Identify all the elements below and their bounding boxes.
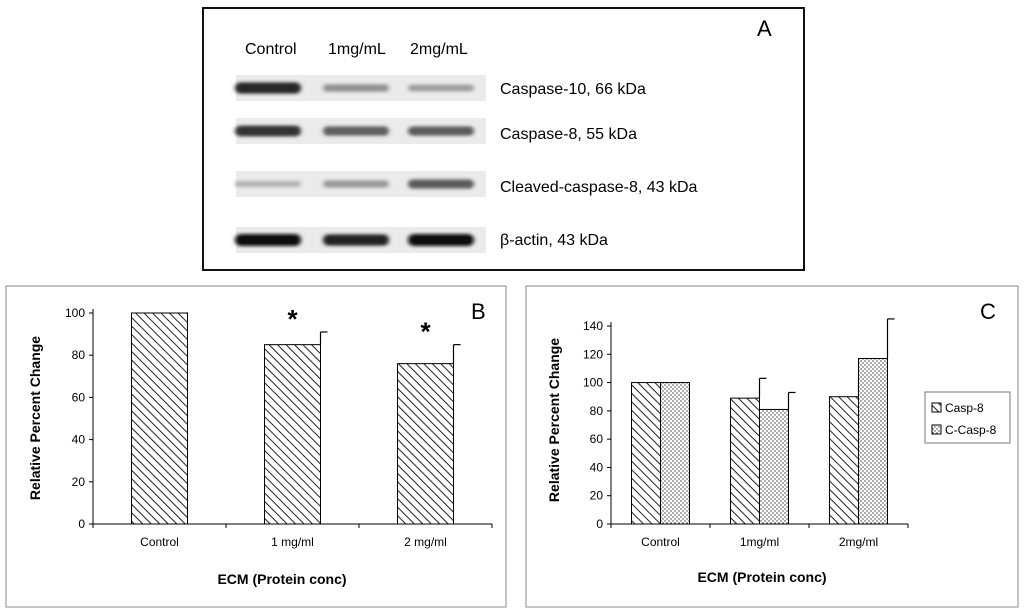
blot-band <box>235 234 301 246</box>
y-tick-label: 80 <box>590 404 604 418</box>
bar <box>631 382 661 525</box>
lane-label-control: Control <box>245 41 297 58</box>
blot-band <box>235 82 301 94</box>
lane-label-1mg: 1mg/mL <box>328 41 386 58</box>
x-tick-label: 1 mg/ml <box>271 535 314 549</box>
panel-c-letter: C <box>980 299 996 324</box>
panel-b-plot: 0 20 40 60 80 100 Control 1 mg/ml * 2 mg/ml * <box>65 304 493 549</box>
panel-c-ylabel: Relative Percent Change <box>546 338 562 502</box>
y-tick-label: 80 <box>72 348 86 362</box>
blot-label-cleaved-caspase-8: Cleaved-caspase-8, 43 kDa <box>500 179 698 196</box>
x-tick-label: 1mg/ml <box>740 535 779 549</box>
significance-marker: * <box>420 317 431 347</box>
legend-swatch-casp-8 <box>931 402 942 413</box>
y-tick-label: 60 <box>590 432 604 446</box>
legend-label-casp-8: Casp-8 <box>945 401 984 415</box>
blot-label-caspase-8: Caspase-8, 55 kDa <box>500 126 637 143</box>
y-tick-label: 20 <box>72 475 86 489</box>
bar <box>660 382 690 525</box>
panel-b-chart: B 0 20 40 60 80 100 Control 1 mg/ml * 2 mg/ml * EC… <box>5 285 507 608</box>
panel-c-plot: 0 20 40 60 80 100 120 140 Control 1mg/ml 2mg/ml <box>583 318 909 549</box>
y-tick-label: 40 <box>72 433 86 447</box>
y-tick-label: 60 <box>72 390 86 404</box>
blot-band <box>408 179 474 189</box>
blot-band <box>235 180 301 188</box>
blot-band <box>323 84 389 92</box>
bar <box>829 396 859 525</box>
legend-label-c-casp-8: C-Casp-8 <box>945 423 997 437</box>
blot-band <box>408 84 474 92</box>
blot-band <box>323 234 389 246</box>
bar <box>264 344 321 525</box>
blot-band <box>323 180 389 188</box>
bar <box>131 312 188 525</box>
y-tick-label: 100 <box>583 376 603 390</box>
blot-rows <box>235 75 486 253</box>
x-tick-label: Control <box>641 535 680 549</box>
panel-b-ylabel: Relative Percent Change <box>27 336 43 500</box>
x-tick-label: 2 mg/ml <box>404 535 447 549</box>
y-tick-label: 0 <box>596 517 603 531</box>
y-tick-label: 100 <box>65 306 85 320</box>
lane-label-2mg: 2mg/mL <box>410 41 468 58</box>
panel-b-xlabel: ECM (Protein conc) <box>217 571 346 587</box>
bar <box>730 397 760 525</box>
blot-label-beta-actin: β-actin, 43 kDa <box>500 232 608 249</box>
panel-b-letter: B <box>471 299 486 324</box>
x-tick-label: 2mg/ml <box>839 535 878 549</box>
panel-c-legend: Casp-8 C-Casp-8 <box>924 391 1011 444</box>
y-tick-label: 20 <box>590 489 604 503</box>
x-tick-label: Control <box>140 535 179 549</box>
y-tick-label: 120 <box>583 347 603 361</box>
y-tick-label: 0 <box>78 517 85 531</box>
bar <box>858 358 888 525</box>
blot-band <box>408 234 474 246</box>
legend-swatch-c-casp-8 <box>931 424 942 435</box>
blot-label-caspase-10: Caspase-10, 66 kDa <box>500 81 646 98</box>
significance-marker: * <box>287 304 298 334</box>
bar <box>759 408 789 525</box>
panel-c-xlabel: ECM (Protein conc) <box>697 569 826 585</box>
blot-band <box>408 126 474 136</box>
blot-band <box>323 126 389 136</box>
y-tick-label: 40 <box>590 460 604 474</box>
panel-a-letter: A <box>757 16 772 41</box>
panel-a-western-blot: A Control 1mg/mL 2mg/mL Caspase-10, 66 k… <box>202 7 805 271</box>
blot-band <box>235 125 301 137</box>
bar <box>397 363 454 525</box>
y-tick-label: 140 <box>583 319 603 333</box>
